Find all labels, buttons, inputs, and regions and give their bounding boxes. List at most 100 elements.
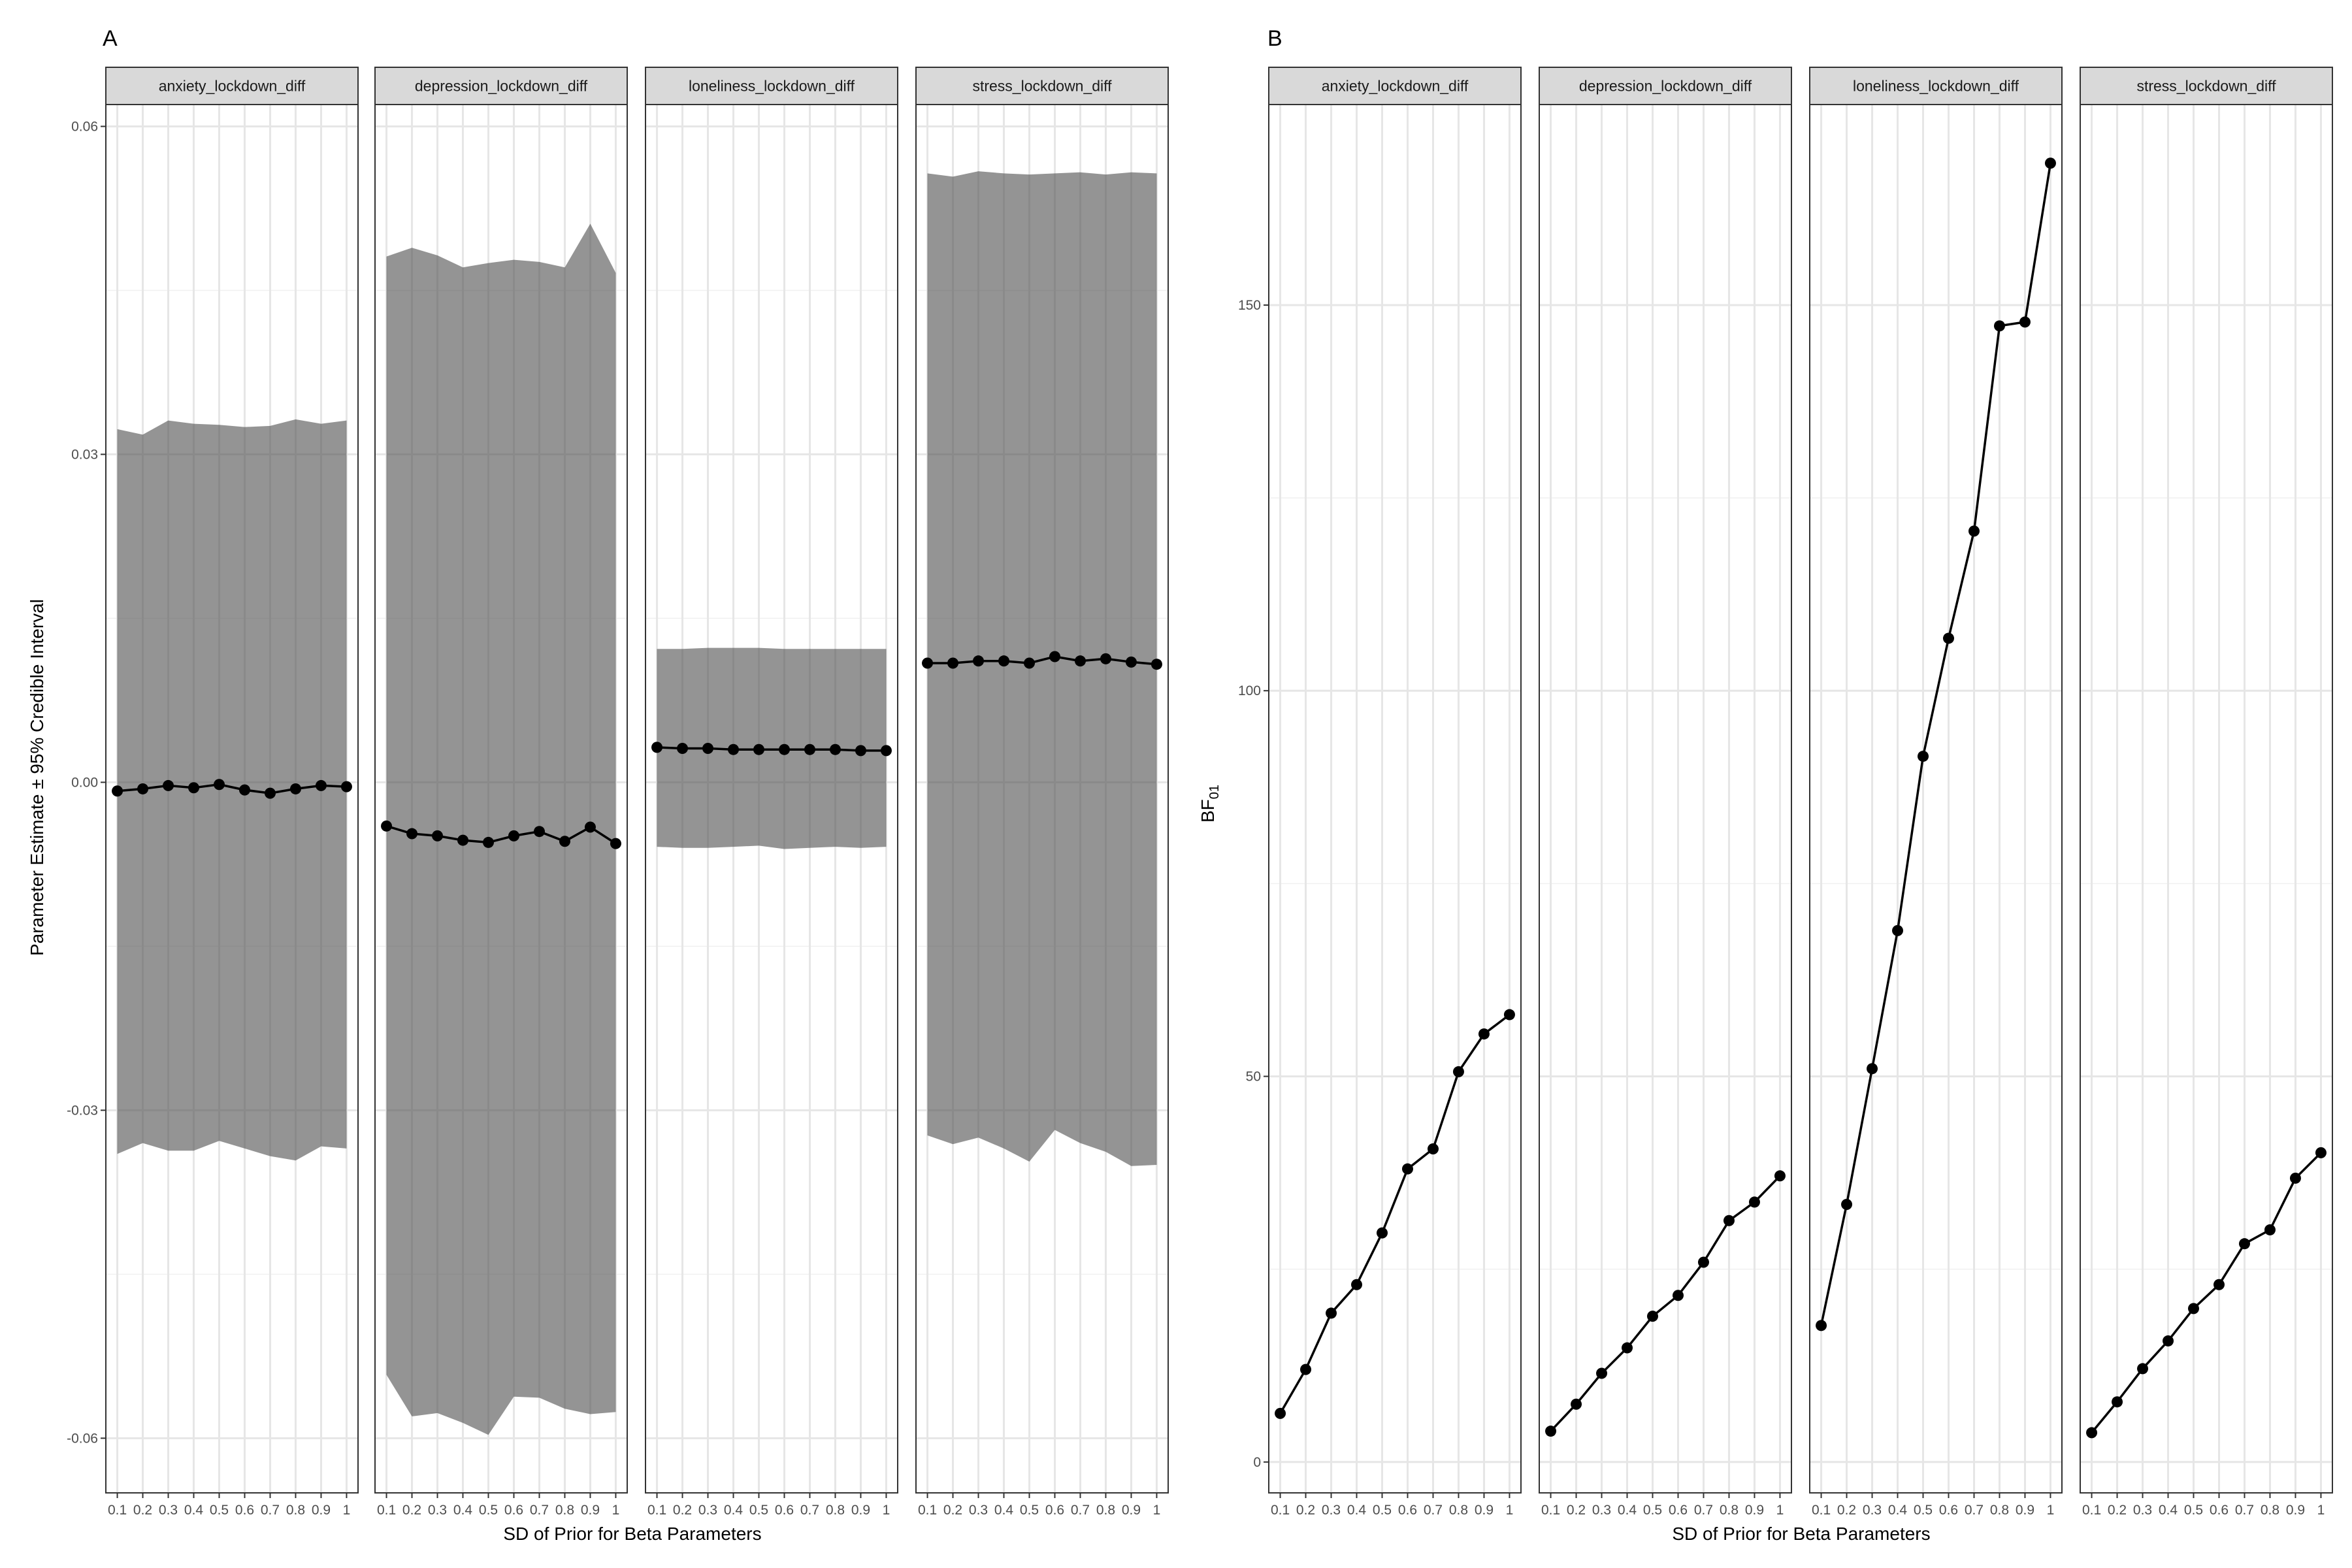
panel-b-y-axis: 0 50 100 150 (1238, 298, 1269, 1470)
x-tick-label: 0.6 (1939, 1503, 1958, 1518)
data-point (2086, 1427, 2098, 1439)
x-tick-label: 0.7 (1071, 1503, 1090, 1518)
x-tick-label: 0.3 (1322, 1503, 1341, 1518)
data-point (922, 657, 934, 669)
x-tick-label: 0.8 (826, 1503, 845, 1518)
x-tick-label: 0.5 (749, 1503, 768, 1518)
x-tick-label: 0.8 (555, 1503, 574, 1518)
x-tick-label: 0.2 (673, 1503, 692, 1518)
data-point (1774, 1170, 1786, 1182)
facet-loneliness_lockdown_diff: loneliness_lockdown_diff 0.1 0.2 0.3 0.4 0.5 0… (1809, 67, 2063, 1518)
x-tick-label: 0.8 (1096, 1503, 1115, 1518)
data-point (702, 743, 714, 755)
panel-b-x-axis-title: SD of Prior for Beta Parameters (1672, 1524, 1930, 1544)
x-tick-label: 1 (1776, 1503, 1784, 1518)
data-point (214, 779, 225, 791)
x-tick-label: 0.4 (994, 1503, 1014, 1518)
data-point (2213, 1279, 2225, 1290)
panel-b-y-axis-title-sub: 01 (1207, 785, 1222, 799)
x-tick-label: 0.1 (647, 1503, 666, 1518)
data-point (1377, 1227, 1388, 1239)
data-point (1100, 653, 1111, 664)
x-tick-label: 0.5 (2184, 1503, 2203, 1518)
facet-strip-label: anxiety_lockdown_diff (159, 78, 306, 95)
data-point (829, 743, 841, 755)
facet-strip-label: stress_lockdown_diff (2136, 78, 2276, 95)
x-tick-label: 0.4 (1618, 1503, 1637, 1518)
credible-interval-band (117, 419, 347, 1161)
facet-strip-label: anxiety_lockdown_diff (1322, 78, 1469, 95)
panel-b: B SD of Prior for Beta Parameters BF01 0… (1198, 26, 2333, 1544)
x-tick-label: 0.3 (969, 1503, 988, 1518)
x-tick-label: 0.9 (581, 1503, 600, 1518)
data-point (559, 836, 570, 847)
facet-depression_lockdown_diff: depression_lockdown_diff 0.1 0.2 0.3 0.4 0.5 0… (374, 67, 628, 1518)
x-tick-label: 0.8 (2261, 1503, 2279, 1518)
data-point (2019, 316, 2031, 328)
data-point (2044, 157, 2056, 169)
facet-plot-background (1810, 105, 2062, 1493)
data-point (432, 830, 444, 841)
facet-depression_lockdown_diff: depression_lockdown_diff 0.1 0.2 0.3 0.4 0.5 0… (1539, 67, 1792, 1518)
data-point (1427, 1143, 1439, 1154)
y-tick-label: -0.03 (67, 1103, 98, 1118)
y-tick-label: 0 (1253, 1455, 1261, 1470)
panel-a-tag: A (103, 26, 118, 51)
facet-strip (1539, 67, 1792, 105)
x-tick-label: 0.7 (530, 1503, 549, 1518)
x-tick-label: 1 (1506, 1503, 1514, 1518)
data-point (804, 743, 815, 755)
facet-loneliness_lockdown_diff: loneliness_lockdown_diff 0.1 0.2 0.3 0.4 0.5 0… (645, 67, 898, 1518)
facet-anxiety_lockdown_diff: anxiety_lockdown_diff 0.1 0.2 0.3 0.4 0.5 0.6 0… (1268, 67, 1522, 1518)
x-tick-label: 0.7 (1694, 1503, 1713, 1518)
x-tick-label: 0.6 (2210, 1503, 2229, 1518)
panel-b-tag: B (1267, 26, 1282, 51)
x-tick-label: 0.5 (210, 1503, 229, 1518)
x-tick-label: 0.4 (453, 1503, 473, 1518)
data-point (2264, 1224, 2276, 1235)
facet-stress_lockdown_diff: stress_lockdown_diff 0.1 0.2 0.3 0.4 0.5 0.6 0.… (2080, 67, 2333, 1518)
data-point (381, 820, 393, 832)
panel-a-facets: anxiety_lockdown_diff 0.1 0.2 0.3 0.4 0.5 0.6 0… (105, 67, 1169, 1518)
series-line (657, 746, 887, 752)
data-point (315, 779, 327, 791)
data-point (1074, 655, 1086, 667)
data-point (264, 787, 276, 799)
series-line (2091, 1152, 2322, 1434)
data-point (1326, 1307, 1337, 1319)
x-tick-label: 0.7 (261, 1503, 280, 1518)
y-tick-label: 100 (1238, 683, 1261, 698)
x-tick-label: 0.5 (1020, 1503, 1039, 1518)
y-tick-label: 0.06 (71, 119, 98, 134)
data-point (1275, 1407, 1286, 1419)
x-tick-label: 1 (2047, 1503, 2055, 1518)
y-tick-label: 0.00 (71, 775, 98, 790)
x-tick-label: 0.2 (1567, 1503, 1586, 1518)
x-tick-label: 0.5 (1643, 1503, 1662, 1518)
panel-a: A SD of Prior for Beta Parameters Parame… (27, 26, 1169, 1544)
x-tick-label: 0.7 (2235, 1503, 2254, 1518)
x-tick-label: 0.4 (184, 1503, 204, 1518)
panel-b-y-axis-title-main: BF (1198, 799, 1218, 823)
data-point (1968, 525, 1980, 537)
data-point (457, 834, 469, 846)
facet-strip (645, 67, 898, 105)
data-point (137, 783, 149, 794)
data-point (533, 826, 545, 838)
x-tick-label: 0.1 (2082, 1503, 2101, 1518)
data-point (1452, 1066, 1464, 1077)
data-point (1892, 924, 1904, 936)
facet-strip-label: loneliness_lockdown_diff (1853, 78, 2019, 95)
data-point (610, 838, 621, 849)
x-tick-label: 1 (1153, 1503, 1161, 1518)
series-line (1820, 163, 2052, 1326)
data-point (188, 782, 200, 794)
panel-b-y-axis-title: BF01 (1198, 785, 1222, 823)
x-tick-label: 0.7 (1965, 1503, 1984, 1518)
data-point (1478, 1028, 1490, 1040)
data-point (947, 657, 959, 669)
x-tick-label: 0.5 (1373, 1503, 1392, 1518)
data-point (2289, 1172, 2301, 1184)
data-point (289, 783, 301, 794)
data-point (1748, 1196, 1760, 1208)
